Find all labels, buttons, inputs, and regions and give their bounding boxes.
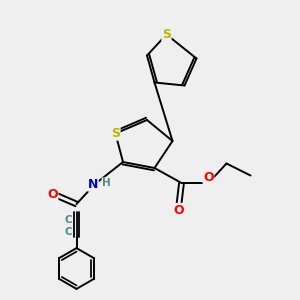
Text: S: S: [162, 28, 171, 41]
Text: O: O: [47, 188, 58, 202]
Text: N: N: [88, 178, 98, 191]
Text: O: O: [203, 171, 214, 184]
Text: C: C: [64, 214, 72, 225]
Text: O: O: [173, 203, 184, 217]
Text: C: C: [64, 226, 72, 237]
Text: H: H: [102, 178, 111, 188]
Text: S: S: [111, 127, 120, 140]
